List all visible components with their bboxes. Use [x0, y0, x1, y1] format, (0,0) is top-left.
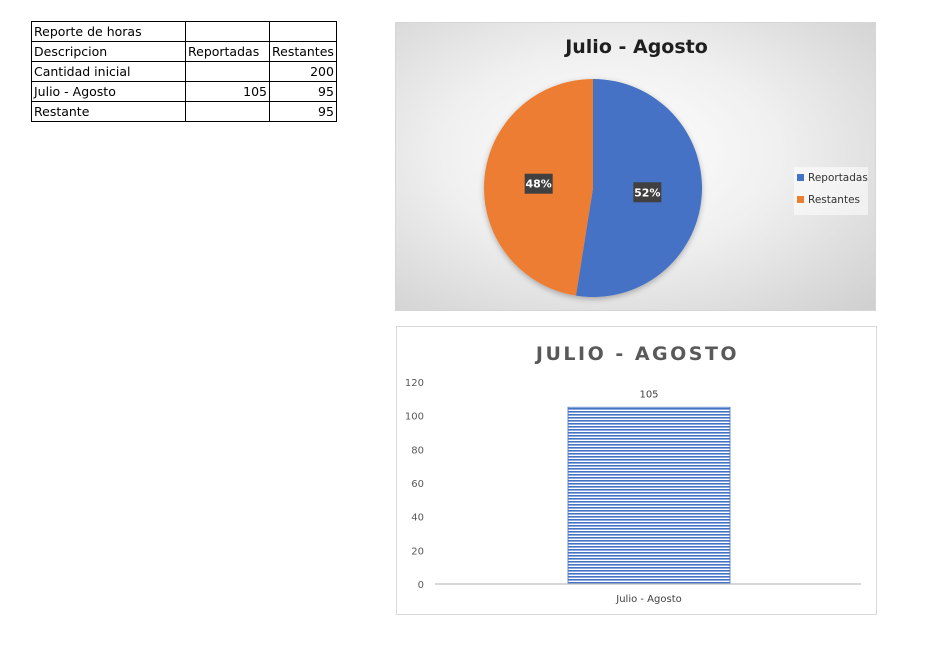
- table-cell[interactable]: Restantes: [269, 41, 337, 62]
- y-tick-label: 40: [411, 513, 424, 524]
- pie-chart-panel[interactable]: Julio - Agosto 52% 48% Reportadas Restant…: [395, 22, 876, 311]
- hours-report-table: Reporte de horas Descripcion Reportadas Res…: [31, 21, 337, 122]
- table-cell[interactable]: Descripcion: [31, 41, 186, 62]
- x-tick-label: Julio - Agosto: [615, 594, 681, 605]
- legend-swatch-restantes: [797, 196, 804, 203]
- y-tick-label: 80: [411, 445, 424, 456]
- table-cell[interactable]: Cantidad inicial: [31, 61, 186, 82]
- bar-chart-panel[interactable]: JULIO - AGOSTO 0 20 40 60 80 100 120 105 Julio…: [396, 326, 877, 615]
- pie-data-label-text: 48%: [525, 178, 551, 191]
- table-row: Restante 95: [31, 101, 337, 122]
- legend-item-reportadas: Reportadas: [794, 169, 868, 191]
- y-tick-label: 60: [411, 479, 424, 490]
- legend-label-restantes: Restantes: [808, 194, 861, 206]
- bar-data-label: 105: [639, 389, 658, 400]
- table-row: Reporte de horas: [31, 21, 337, 42]
- table-row: Julio - Agosto 105 95: [31, 81, 337, 102]
- pie-chart-title: Julio - Agosto: [565, 36, 708, 58]
- table-cell[interactable]: 105: [185, 81, 270, 102]
- pie-data-label-text: 52%: [634, 186, 660, 199]
- table-row: Cantidad inicial 200: [31, 61, 337, 82]
- table-cell[interactable]: Julio - Agosto: [31, 81, 186, 102]
- table-cell[interactable]: Reportadas: [185, 41, 270, 62]
- pie-legend: Reportadas Restantes: [794, 167, 868, 215]
- table-cell[interactable]: 200: [269, 61, 337, 82]
- table-cell[interactable]: 95: [269, 101, 337, 122]
- legend-label-reportadas: Reportadas: [808, 172, 868, 184]
- y-tick-label: 120: [405, 378, 424, 389]
- y-tick-label: 20: [411, 546, 424, 557]
- pie-chart: 52% 48%: [484, 79, 703, 297]
- y-tick-label: 0: [418, 580, 424, 591]
- table-cell[interactable]: [185, 21, 270, 42]
- table-cell[interactable]: [185, 101, 270, 122]
- pie-data-label-restantes: 48%: [524, 173, 553, 194]
- table-cell[interactable]: 95: [269, 81, 337, 102]
- y-tick-label: 100: [405, 412, 424, 423]
- pie-data-label-box: [633, 182, 662, 203]
- table-cell[interactable]: [185, 61, 270, 82]
- pie-data-label-box: [524, 173, 553, 194]
- bar-chart-title: JULIO - AGOSTO: [535, 343, 740, 365]
- table-row: Descripcion Reportadas Restantes: [31, 41, 337, 62]
- pie-data-label-reportadas: 52%: [633, 182, 662, 203]
- legend-item-restantes: Restantes: [794, 191, 868, 213]
- bar-chart: 0 20 40 60 80 100 120 105 Julio - Agosto: [405, 378, 861, 605]
- table-cell[interactable]: Restante: [31, 101, 186, 122]
- legend-swatch-reportadas: [797, 174, 804, 181]
- table-cell[interactable]: Reporte de horas: [31, 21, 186, 42]
- bar[interactable]: [567, 406, 731, 585]
- table-cell[interactable]: [269, 21, 337, 42]
